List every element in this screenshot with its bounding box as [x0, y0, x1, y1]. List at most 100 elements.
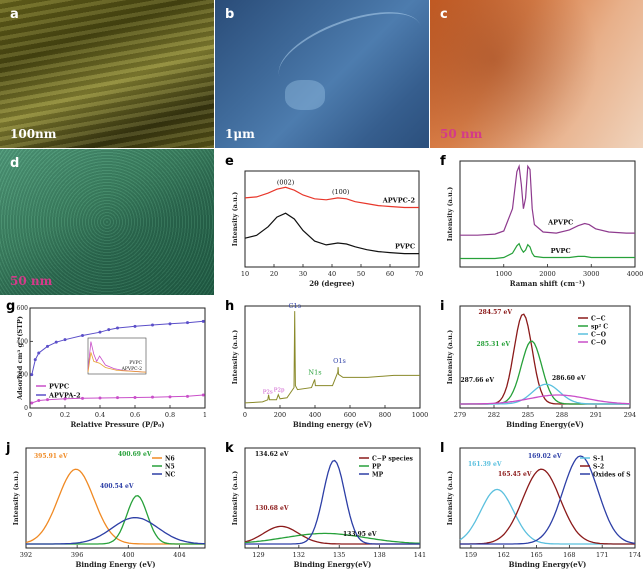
- panel-g: g 0 0.2 0.4 0.6 0.8 1 Relative Pressure (P/P₀)…: [0, 296, 214, 437]
- x-tick-label: 3000: [583, 270, 600, 278]
- y-axis-label: Intensity (a.u.): [446, 471, 454, 525]
- x-tick-label: 40: [328, 270, 336, 278]
- scale-bar-c: 50 nm: [440, 127, 483, 141]
- panel-label-c: c: [440, 7, 448, 22]
- legend-label: S-2: [593, 464, 604, 471]
- x-tick-label: 282: [488, 411, 500, 419]
- x-tick-label: 165: [530, 551, 542, 559]
- plot-frame: [244, 447, 421, 549]
- peak-label: (100): [332, 188, 350, 196]
- scale-bar-d: 50 nm: [10, 274, 53, 288]
- x-tick-label: 800: [379, 411, 391, 419]
- series-label: APVPC: [547, 219, 573, 227]
- peak-label: P2p: [274, 388, 285, 394]
- x-tick-label: 141: [414, 551, 426, 559]
- x-tick-label: 404: [173, 551, 185, 559]
- x-tick-label: 20: [270, 270, 278, 278]
- y-axis-label: Intensity (a.u.): [231, 330, 239, 384]
- legend-label: PP: [372, 464, 382, 471]
- x-tick-label: 129: [252, 551, 264, 559]
- panel-l: l 159 162 165 168 171 174 Binding Energy(eV) In…: [430, 438, 643, 575]
- panel-label-a: a: [10, 7, 19, 22]
- x-tick-label: 400: [309, 411, 321, 419]
- panel-k: k 129 132 135 138 141 Binding Energy(eV) Inten…: [215, 438, 429, 575]
- peak-annotation: 286.60 eV: [552, 375, 586, 382]
- data-point: [151, 395, 154, 399]
- panel-h: h 0 200 400 600 800 1000 Binding energy (eV) In…: [215, 296, 429, 437]
- data-point: [116, 396, 119, 400]
- x-tick-label: 159: [465, 551, 477, 559]
- plot-frame: [459, 160, 636, 268]
- x-tick-label: 1000: [495, 270, 512, 278]
- peak-label: O1s: [333, 357, 346, 365]
- x-tick-label: 174: [629, 551, 641, 559]
- data-point: [201, 393, 205, 397]
- panel-e: e 10 20 30 40 50 60 70 2θ (degree) Intensity (a.…: [215, 149, 429, 295]
- x-tick-label: 138: [373, 551, 385, 559]
- x-axis-label: Binding Energy(eV): [509, 560, 587, 569]
- x-tick-label: 0.4: [95, 411, 105, 419]
- x-tick-label: 294: [624, 411, 636, 419]
- panel-a: a 100nm: [0, 0, 214, 148]
- legend-label: APVPA-2: [48, 392, 81, 400]
- peak-annotation: 287.66 eV: [460, 377, 494, 384]
- data-point: [63, 397, 67, 401]
- x-tick-label: 400: [122, 551, 134, 559]
- legend-label: C−O: [591, 340, 606, 347]
- chart-g: 0 0.2 0.4 0.6 0.8 1 Relative Pressure (P/P₀) Ad…: [16, 305, 207, 429]
- panel-c: c 50 nm: [430, 0, 643, 148]
- legend-label: C−C: [591, 316, 606, 323]
- tem-texture: [430, 0, 643, 148]
- series-line: [460, 340, 630, 405]
- x-tick-label: 1000: [412, 411, 429, 419]
- scale-bar-a: 100nm: [10, 127, 57, 141]
- panel-f: f 1000 2000 3000 4000 Raman shift (cm⁻¹) Inte…: [430, 149, 643, 295]
- peak-annotation: 161.39 eV: [468, 461, 502, 468]
- data-point: [30, 373, 34, 377]
- data-point: [54, 340, 58, 344]
- data-point: [133, 396, 137, 399]
- series-label: PVPC: [551, 247, 571, 255]
- data-point: [46, 398, 49, 402]
- y-tick-label: 200: [17, 372, 29, 379]
- y-axis-label: Intensity (a.u.): [231, 192, 239, 246]
- data-point: [98, 396, 102, 400]
- x-tick-label: 200: [274, 411, 286, 419]
- data-point: [30, 401, 34, 405]
- panel-j: j 392 396 400 404 Binding Energy (eV) Intensi…: [0, 438, 214, 575]
- x-tick-label: 50: [357, 270, 365, 278]
- x-tick-label: 162: [498, 551, 510, 559]
- x-tick-label: 291: [590, 411, 602, 419]
- x-axis-label: Raman shift (cm⁻¹): [510, 279, 585, 288]
- x-tick-label: 0: [243, 411, 247, 419]
- panel-label-e: e: [225, 154, 234, 169]
- x-tick-label: 60: [386, 270, 394, 278]
- chart-f: 1000 2000 3000 4000 Raman shift (cm⁻¹) Intens…: [446, 160, 643, 288]
- sheet-fragment: [285, 80, 325, 110]
- data-point: [186, 321, 189, 325]
- x-tick-label: 1: [203, 411, 207, 419]
- y-axis-label: Intensity (a.u.): [12, 471, 20, 525]
- x-tick-label: 10: [241, 270, 249, 278]
- x-tick-label: 392: [20, 551, 32, 559]
- series-label: APVPC-2: [382, 196, 415, 204]
- panel-label-k: k: [225, 441, 234, 456]
- inset-legend-label: APVPC-2: [121, 366, 143, 372]
- peak-annotation: 130.68 eV: [255, 505, 289, 512]
- data-point: [98, 330, 102, 334]
- y-tick-label: 0: [24, 405, 28, 412]
- series-line: [460, 468, 635, 545]
- data-point: [168, 322, 172, 326]
- data-point: [151, 323, 154, 327]
- x-tick-label: 132: [293, 551, 305, 559]
- series-line: [87, 341, 147, 373]
- series-line: [244, 311, 420, 404]
- x-axis-label: Binding energy (eV): [293, 420, 372, 429]
- data-point: [46, 344, 49, 348]
- series-line: [459, 488, 635, 545]
- x-tick-label: 279: [454, 411, 466, 419]
- legend-label: MP: [372, 472, 384, 479]
- peak-annotation: 400.69 eV: [118, 451, 152, 458]
- x-tick-label: 2000: [539, 270, 556, 278]
- peak-annotation: 165.45 eV: [498, 471, 532, 478]
